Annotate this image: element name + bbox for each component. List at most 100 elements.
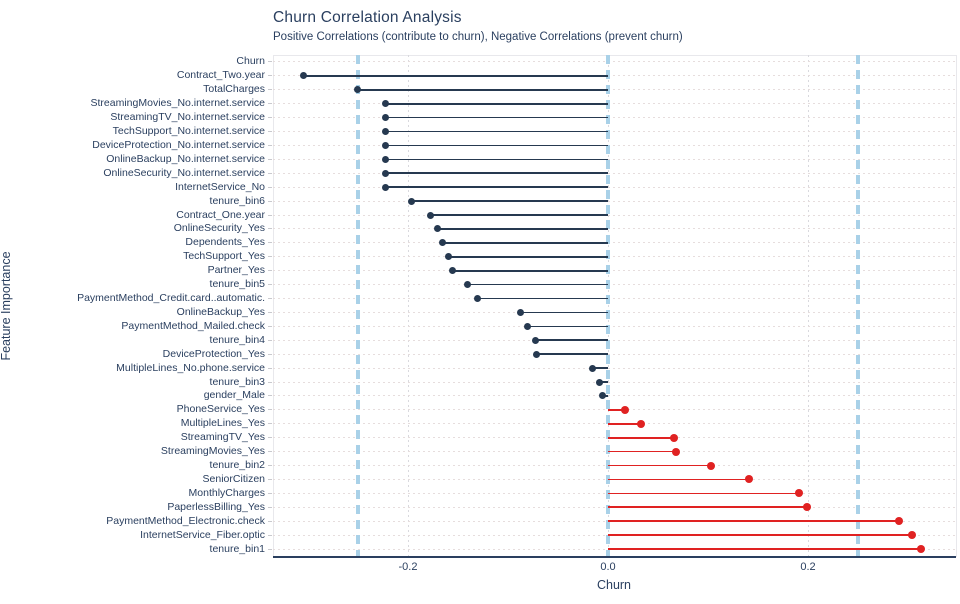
y-gridline [273, 144, 955, 146]
correlation-stem [385, 116, 608, 119]
correlation-dot [516, 308, 524, 316]
correlation-dot [908, 531, 916, 540]
y-axis-label: TechSupport_No.internet.service [112, 125, 265, 138]
correlation-dot [588, 364, 596, 372]
y-tick-mark [268, 520, 272, 522]
plot-area [273, 55, 957, 557]
y-axis-label: Churn [236, 55, 265, 68]
y-gridline [273, 242, 955, 244]
correlation-stem [357, 88, 608, 91]
correlation-dot [381, 100, 389, 108]
correlation-dot [444, 253, 452, 261]
y-axis-label: StreamingTV_Yes [180, 431, 265, 444]
correlation-stem [448, 255, 608, 258]
correlation-dot [707, 461, 715, 470]
x-tick-label: 0.2 [800, 561, 816, 573]
y-tick-mark [268, 228, 272, 230]
correlation-dot [895, 517, 903, 526]
correlation-stem [437, 228, 608, 230]
correlation-dot [917, 545, 925, 554]
y-axis-label: StreamingMovies_Yes [160, 445, 265, 458]
y-tick-mark [268, 548, 272, 550]
y-tick-mark [268, 144, 272, 146]
y-axis-label: StreamingMovies_No.internet.service [90, 97, 266, 110]
correlation-dot [532, 350, 540, 358]
correlation-dot [745, 475, 753, 484]
y-tick-mark [268, 451, 272, 453]
correlation-dot [595, 378, 603, 386]
correlation-dot [672, 447, 680, 456]
y-axis-label: TotalCharges [203, 83, 265, 96]
correlation-dot [381, 155, 389, 163]
y-axis-label: Partner_Yes [207, 264, 265, 277]
y-tick-mark [268, 256, 272, 258]
correlation-dot [299, 72, 307, 80]
correlation-stem [430, 214, 608, 216]
y-axis-label: OnlineSecurity_No.internet.service [103, 166, 265, 179]
y-gridline [273, 353, 955, 355]
correlation-dot [381, 128, 389, 136]
correlation-stem [608, 548, 921, 550]
correlation-dot [353, 86, 361, 94]
y-gridline [273, 131, 955, 133]
correlation-dot [426, 211, 434, 219]
correlation-dot [531, 336, 539, 344]
correlation-dot [463, 281, 471, 289]
correlation-stem [608, 506, 807, 509]
y-tick-mark [268, 437, 272, 439]
y-tick-mark [268, 117, 272, 119]
correlation-dot [381, 141, 389, 149]
y-axis-label: Dependents_Yes [185, 236, 265, 249]
correlation-dot [670, 433, 678, 442]
y-gridline [273, 103, 955, 105]
y-axis-label: Contract_One.year [176, 208, 265, 221]
y-axis-label: MultipleLines_Yes [180, 417, 265, 430]
y-gridline [273, 89, 955, 91]
y-axis-label: tenure_bin5 [209, 278, 265, 291]
y-tick-mark [268, 172, 272, 174]
y-gridline [273, 284, 955, 286]
y-axis-label: tenure_bin4 [209, 333, 265, 346]
y-tick-mark [268, 158, 272, 160]
correlation-dot [621, 405, 629, 414]
y-gridline [273, 395, 955, 397]
correlation-stem [385, 158, 608, 161]
correlation-dot [803, 503, 811, 512]
correlation-stem [608, 422, 641, 425]
x-tick-label: -0.2 [398, 561, 418, 573]
y-axis-label: SeniorCitizen [202, 472, 265, 485]
correlation-stem [536, 353, 608, 355]
threshold-dashed-line [856, 55, 860, 556]
y-tick-mark [268, 534, 272, 536]
y-axis-label: InternetService_No [175, 180, 265, 193]
y-axis-label: gender_Male [203, 389, 265, 402]
y-tick-mark [268, 270, 272, 272]
y-axis-label: tenure_bin6 [209, 194, 265, 207]
y-gridline [273, 339, 955, 341]
y-axis-label: DeviceProtection_Yes [162, 347, 265, 360]
y-axis-label: PhoneService_Yes [176, 403, 265, 416]
correlation-stem [592, 367, 608, 369]
y-gridline [273, 61, 955, 63]
y-tick-mark [268, 75, 272, 77]
chart-subtitle: Positive Correlations (contribute to chu… [273, 31, 683, 43]
y-axis-label: tenure_bin2 [209, 459, 265, 472]
correlation-stem [608, 436, 674, 439]
y-gridline [273, 381, 955, 383]
y-gridline [273, 158, 955, 160]
y-tick-mark [268, 492, 272, 494]
correlation-stem [477, 297, 608, 300]
correlation-dot [381, 183, 389, 191]
correlation-stem [608, 409, 625, 411]
y-axis-label: OnlineBackup_No.internet.service [106, 152, 265, 165]
y-tick-mark [268, 367, 272, 369]
y-tick-mark [268, 325, 272, 327]
correlation-stem [608, 464, 711, 467]
correlation-dot [381, 114, 389, 122]
y-tick-mark [268, 381, 272, 383]
y-tick-mark [268, 353, 272, 355]
correlation-dot [473, 295, 481, 303]
chart-title: Churn Correlation Analysis [273, 9, 462, 26]
y-axis-label: tenure_bin3 [209, 375, 265, 388]
